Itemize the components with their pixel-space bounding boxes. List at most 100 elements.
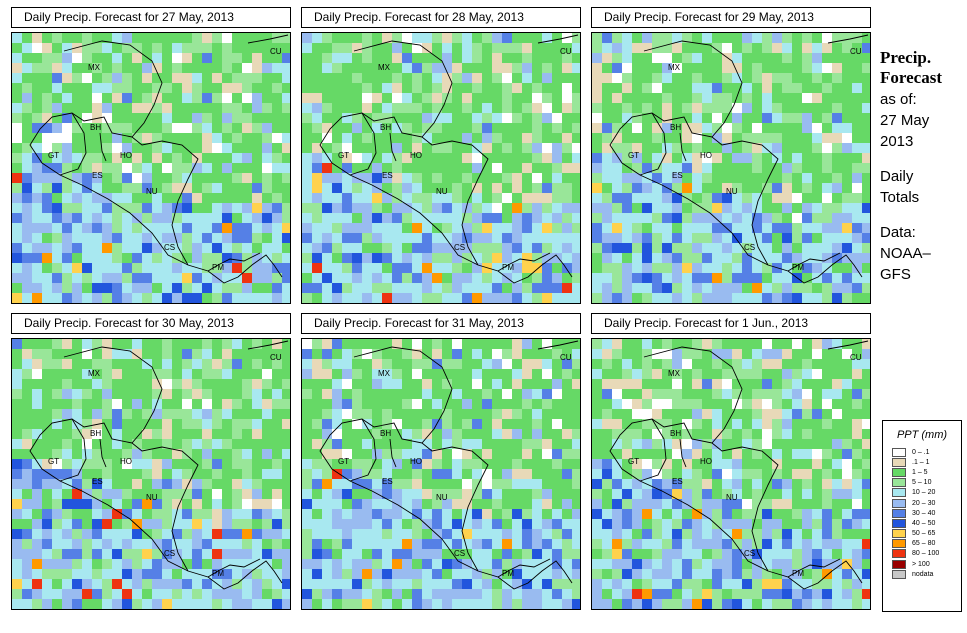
panel-title: Daily Precip. Forecast for 29 May, 2013 (591, 7, 871, 28)
legend-swatch (892, 457, 906, 467)
country-label-cs: CS (454, 549, 466, 558)
precip-map: CU MX BH GT HO ES NU CS PM (11, 32, 291, 304)
country-label-nu: NU (726, 493, 738, 502)
legend-swatch (892, 559, 906, 569)
legend-label: .1 – 1 (912, 458, 930, 466)
coastline-overlay (29, 340, 289, 590)
precip-map: CU MX BH GT HO ES NU CS PM (11, 338, 291, 610)
country-label-bh: BH (380, 429, 392, 438)
totals-line2: Totals (880, 189, 920, 206)
data-source-line1: Data: (880, 224, 916, 241)
legend-item: 50 – 65 (883, 529, 961, 539)
country-label-cs: CS (164, 549, 176, 558)
country-label-pm: PM (212, 263, 224, 272)
legend-label: 50 – 65 (912, 530, 936, 538)
country-label-mx: MX (378, 369, 390, 378)
country-label-pm: PM (502, 569, 514, 578)
country-label-es: ES (92, 171, 103, 180)
country-label-cs: CS (744, 243, 756, 252)
country-label-bh: BH (670, 123, 682, 132)
legend-label: nodata (912, 570, 934, 578)
country-label-cu: CU (560, 47, 572, 56)
country-label-nu: NU (436, 187, 448, 196)
legend-swatch (892, 569, 906, 579)
country-label-cu: CU (270, 353, 282, 362)
forecast-panel-2: Daily Precip. Forecast for 28 May, 2013 … (301, 7, 581, 304)
country-label-es: ES (92, 477, 103, 486)
coastline-overlay (609, 34, 869, 284)
country-label-ho: HO (410, 457, 422, 466)
coastline-overlay (319, 340, 579, 590)
country-label-nu: NU (726, 187, 738, 196)
asof-label: as of: (880, 91, 917, 108)
country-label-gt: GT (48, 457, 60, 466)
sidebar-info: Precip. Forecast as of: 27 May 2013 Dail… (880, 48, 965, 284)
country-label-cu: CU (270, 47, 282, 56)
forecast-panel-3: Daily Precip. Forecast for 29 May, 2013 … (591, 7, 871, 304)
coastline-overlay (609, 340, 869, 590)
country-label-es: ES (672, 477, 683, 486)
country-label-es: ES (382, 171, 393, 180)
legend-item: nodata (883, 569, 961, 579)
legend-rows: 0 – .1 .1 – 1 1 – 5 5 – 10 10 – 20 20 – 30 30 … (883, 447, 961, 579)
country-label-mx: MX (668, 369, 680, 378)
legend-item: 10 – 20 (883, 488, 961, 498)
sidebar-title-line1: Precip. (880, 48, 932, 67)
asof-year: 2013 (880, 133, 914, 150)
legend-label: 20 – 30 (912, 499, 936, 507)
legend-swatch (892, 539, 906, 549)
country-label-es: ES (382, 477, 393, 486)
country-label-bh: BH (90, 123, 102, 132)
legend-swatch (892, 549, 906, 559)
legend-item: > 100 (883, 559, 961, 569)
precip-grid (592, 33, 870, 303)
country-label-pm: PM (212, 569, 224, 578)
legend-label: 10 – 20 (912, 489, 936, 497)
country-label-cs: CS (744, 549, 756, 558)
legend-label: 1 – 5 (912, 468, 928, 476)
country-label-cs: CS (454, 243, 466, 252)
country-label-mx: MX (378, 63, 390, 72)
legend-item: 0 – .1 (883, 447, 961, 457)
legend-item: 5 – 10 (883, 478, 961, 488)
legend-label: 30 – 40 (912, 509, 936, 517)
legend-swatch (892, 498, 906, 508)
country-label-mx: MX (88, 369, 100, 378)
panel-title: Daily Precip. Forecast for 1 Jun., 2013 (591, 313, 871, 334)
country-label-mx: MX (668, 63, 680, 72)
panel-title: Daily Precip. Forecast for 30 May, 2013 (11, 313, 291, 334)
legend-swatch (892, 447, 906, 457)
country-label-bh: BH (380, 123, 392, 132)
coastline-overlay (29, 34, 289, 284)
country-label-gt: GT (628, 457, 640, 466)
country-label-nu: NU (146, 493, 158, 502)
forecast-panel-4: Daily Precip. Forecast for 30 May, 2013 … (11, 313, 291, 610)
country-label-pm: PM (792, 569, 804, 578)
country-label-gt: GT (338, 457, 350, 466)
country-label-cs: CS (164, 243, 176, 252)
country-label-pm: PM (502, 263, 514, 272)
country-label-gt: GT (48, 151, 60, 160)
legend-title: PPT (mm) (896, 429, 948, 441)
legend-label: > 100 (912, 560, 930, 568)
country-label-bh: BH (670, 429, 682, 438)
legend-item: .1 – 1 (883, 457, 961, 467)
precip-map: CU MX BH GT HO ES NU CS PM (301, 32, 581, 304)
precip-grid (592, 339, 870, 609)
legend-swatch (892, 518, 906, 528)
legend-item: 20 – 30 (883, 498, 961, 508)
forecast-panel-5: Daily Precip. Forecast for 31 May, 2013 … (301, 313, 581, 610)
precip-map: CU MX BH GT HO ES NU CS PM (591, 338, 871, 610)
legend-item: 80 – 100 (883, 549, 961, 559)
legend-swatch (892, 478, 906, 488)
country-label-ho: HO (410, 151, 422, 160)
legend-swatch (892, 488, 906, 498)
coastline-overlay (319, 34, 579, 284)
legend-label: 40 – 50 (912, 519, 936, 527)
precip-map: CU MX BH GT HO ES NU CS PM (591, 32, 871, 304)
forecast-panel-1: Daily Precip. Forecast for 27 May, 2013 … (11, 7, 291, 304)
legend-label: 65 – 80 (912, 540, 936, 548)
ppt-legend: PPT (mm) 0 – .1 .1 – 1 1 – 5 5 – 10 10 – 20 2… (882, 420, 962, 612)
precip-grid (12, 33, 290, 303)
country-label-mx: MX (88, 63, 100, 72)
